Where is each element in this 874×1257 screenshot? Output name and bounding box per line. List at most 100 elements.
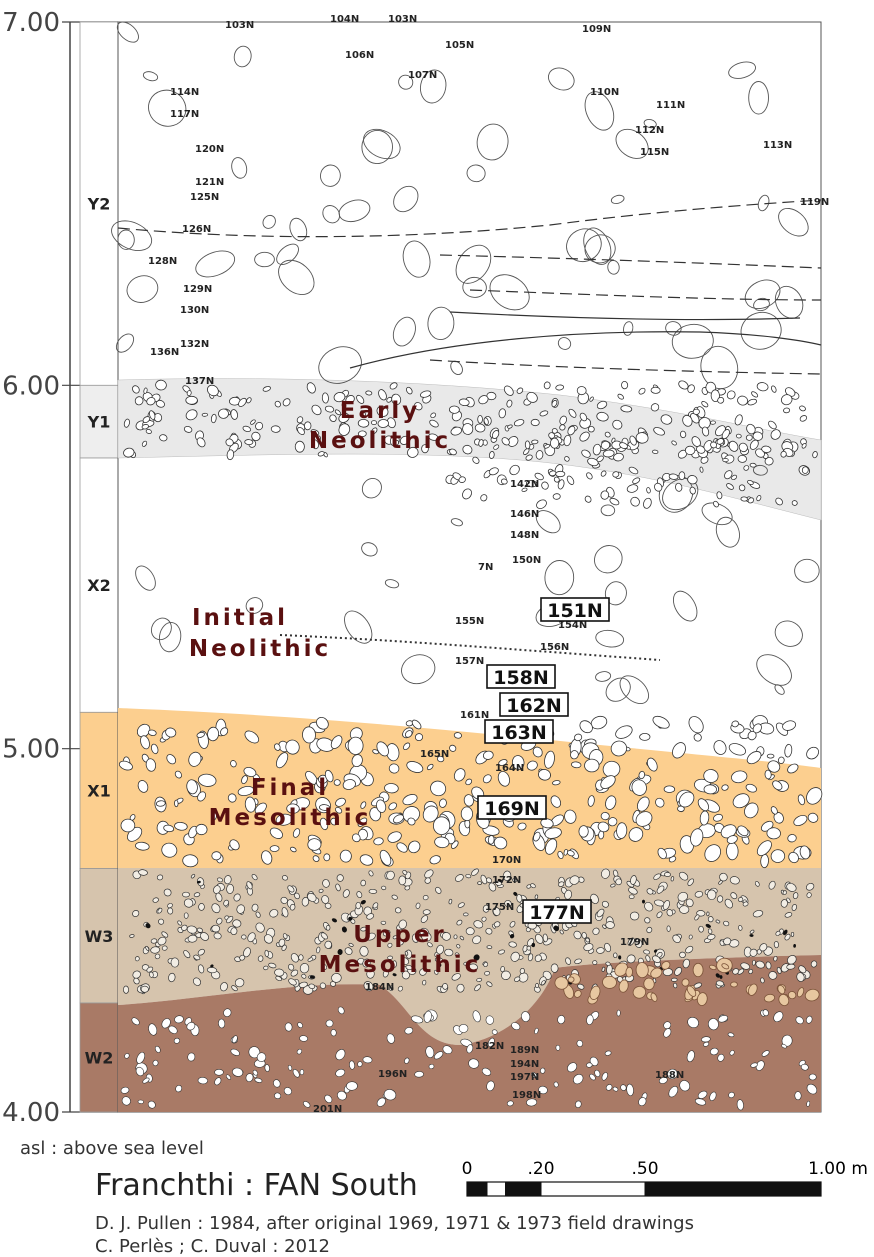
- stone: [548, 67, 575, 91]
- stone: [276, 752, 289, 769]
- stone: [730, 981, 738, 988]
- stone: [507, 436, 519, 447]
- stone: [724, 898, 733, 909]
- stone: [140, 735, 150, 750]
- stone: [197, 1076, 208, 1085]
- sample-label: 201N: [313, 1104, 342, 1115]
- sample-label: 112N: [635, 125, 664, 136]
- stratigraphic-lines: [117, 199, 822, 661]
- sample-label: 165N: [420, 749, 449, 760]
- stone: [518, 972, 529, 983]
- stone: [550, 795, 562, 808]
- stone: [463, 912, 469, 917]
- stone: [361, 129, 393, 165]
- stone: [715, 919, 721, 924]
- stone: [508, 941, 517, 948]
- stone: [635, 432, 649, 444]
- stone: [627, 937, 635, 946]
- stone: [307, 838, 322, 851]
- stone: [186, 779, 198, 795]
- stone: [788, 851, 799, 864]
- stone: [444, 948, 454, 957]
- stone: [731, 720, 739, 728]
- stone: [706, 911, 710, 917]
- sample-label: 119N: [800, 197, 829, 208]
- stone: [643, 497, 652, 509]
- stone: [299, 963, 310, 974]
- stone: [283, 1087, 292, 1096]
- stone: [585, 937, 590, 943]
- stone: [549, 437, 560, 449]
- stone: [589, 985, 601, 1000]
- stone: [288, 978, 297, 986]
- stone: [761, 445, 772, 453]
- stone: [163, 888, 172, 897]
- stone: [731, 770, 748, 784]
- stone: [174, 799, 179, 808]
- stone: [738, 484, 746, 492]
- stone: [336, 874, 344, 882]
- stone: [306, 382, 316, 394]
- stone: [322, 205, 341, 224]
- stone: [730, 892, 738, 900]
- stone: [268, 962, 277, 969]
- stone: [557, 479, 565, 490]
- stone: [621, 381, 629, 390]
- stone: [363, 981, 374, 992]
- stone: [787, 955, 797, 965]
- stone: [557, 850, 564, 860]
- stone: [298, 981, 308, 988]
- stone: [468, 1058, 480, 1069]
- stone: [592, 927, 600, 935]
- stone: [319, 982, 327, 989]
- stone: [526, 391, 538, 403]
- stone: [747, 398, 758, 406]
- stone: [428, 433, 439, 441]
- stone: [644, 917, 651, 924]
- stone: [573, 1073, 584, 1085]
- stratum-cell: [79, 1002, 119, 1113]
- stone: [297, 1022, 303, 1029]
- stone: [653, 949, 658, 953]
- stone: [656, 885, 665, 894]
- stone: [337, 1006, 345, 1015]
- stone: [456, 943, 461, 949]
- stone: [531, 942, 536, 948]
- stone: [321, 392, 329, 404]
- stone: [287, 1064, 293, 1071]
- stone: [806, 892, 812, 898]
- stone: [663, 1021, 672, 1030]
- stone: [602, 449, 615, 458]
- stone: [190, 873, 196, 879]
- stone: [565, 957, 572, 965]
- stone: [740, 496, 748, 502]
- stone: [707, 1018, 719, 1031]
- stone: [784, 912, 793, 918]
- stone: [743, 465, 750, 471]
- stone: [540, 818, 554, 829]
- stone: [225, 438, 234, 447]
- stone: [421, 444, 429, 454]
- stone: [748, 969, 754, 974]
- sample-label: 106N: [345, 50, 374, 61]
- stone: [752, 959, 756, 966]
- stone: [399, 435, 410, 445]
- stone: [485, 1015, 494, 1025]
- stone: [638, 387, 646, 395]
- stone: [794, 558, 820, 583]
- stone: [360, 410, 366, 417]
- stone: [324, 1094, 333, 1104]
- stone: [348, 916, 353, 921]
- stone: [149, 410, 156, 420]
- stone: [275, 975, 283, 982]
- stone: [710, 389, 720, 402]
- stone: [749, 462, 757, 468]
- stone: [359, 854, 374, 866]
- stone: [584, 758, 600, 773]
- stone: [466, 1044, 474, 1054]
- stone: [615, 878, 623, 886]
- period-labels: Early Neolithic Initial Neolithic Final Mesol…: [189, 398, 478, 978]
- stone: [335, 883, 341, 892]
- upper-mesolithic-layer: [118, 868, 821, 1045]
